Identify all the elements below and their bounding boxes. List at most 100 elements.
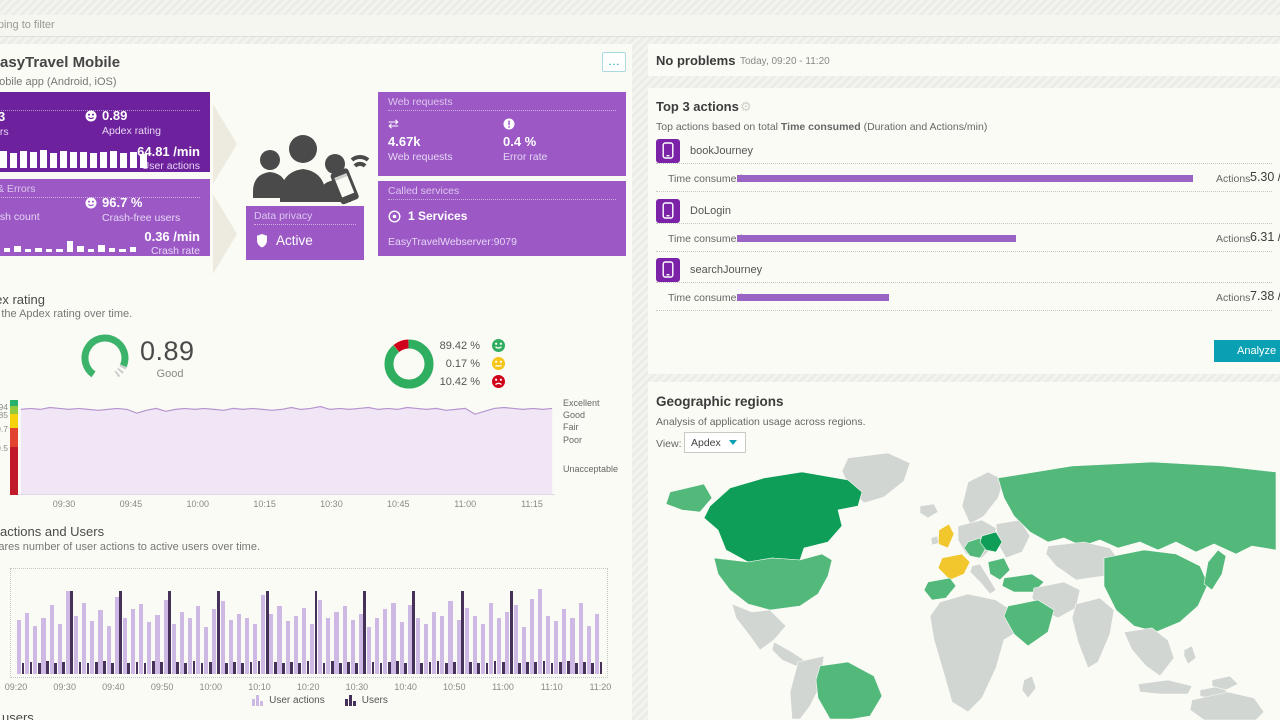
actions-label: Actions: [1216, 292, 1250, 304]
actions-users-chart[interactable]: [10, 568, 608, 678]
apdex-x-tick: 10:00: [186, 499, 209, 509]
top-actions-card: Top 3 actions ⚙ Top actions based on tot…: [648, 88, 1280, 374]
legend-users[interactable]: Users: [345, 695, 388, 706]
active-users-label: users: [0, 126, 9, 138]
actions-label: Actions: [1216, 173, 1250, 185]
crash-free-smiley-icon: [85, 197, 97, 209]
more-options-button[interactable]: …: [602, 52, 626, 72]
error-rate-label: Error rate: [503, 151, 547, 163]
actions-users-x-tick: 11:10: [541, 682, 563, 692]
apdex-value: 0.89: [102, 108, 127, 123]
apdex-x-tick: 11:00: [454, 499, 476, 509]
mobile-users-icon: [240, 132, 372, 206]
services-target-icon: [388, 210, 401, 223]
apdex-zone-label: Good: [563, 410, 585, 420]
happy-face-icon: [492, 339, 505, 352]
top-actions-subtitle: Top actions based on total Time consumed…: [656, 121, 987, 133]
data-privacy-status: Active: [276, 233, 313, 248]
tile-title: Called services: [388, 185, 459, 197]
action-metrics-searchjourney: Time consumed Actions 7.38 /min: [656, 285, 1272, 311]
apdex-x-tick: 10:45: [387, 499, 410, 509]
apdex-x-tick: 10:15: [253, 499, 276, 509]
apdex-x-tick: 10:30: [320, 499, 343, 509]
crash-free-label: Crash-free users: [102, 212, 180, 224]
apdex-zone-label: Unacceptable: [563, 464, 618, 474]
apdex-threshold-band: [10, 400, 18, 495]
actions-users-x-tick: 11:00: [492, 682, 514, 692]
apdex-gauge: [78, 334, 134, 384]
chevron-right-decor: [213, 194, 237, 274]
time-consumed-bar: [737, 235, 1016, 242]
next-section-title-fragment: users: [2, 710, 34, 720]
actions-users-x-tick: 09:30: [53, 682, 76, 692]
apdex-timeline-chart[interactable]: [18, 400, 555, 495]
actions-users-x-tick: 11:20: [589, 682, 611, 692]
web-requests-value: 4.67k: [388, 134, 421, 149]
donut-legend-value: 0.17 %: [418, 358, 480, 370]
crash-rate-sparkline: [0, 238, 148, 252]
world-map[interactable]: [652, 452, 1276, 720]
tile-crashes-errors[interactable]: Crashes & Errors Crash count 96.7 % Cras…: [0, 179, 210, 256]
action-row-searchjourney[interactable]: searchJourney: [656, 257, 1272, 283]
mobile-action-icon: [656, 139, 680, 163]
legend-user-actions[interactable]: User actions: [252, 695, 325, 706]
apdex-zone-label: Excellent: [563, 398, 600, 408]
action-row-bookjourney[interactable]: bookJourney: [656, 138, 1272, 164]
gear-icon[interactable]: ⚙: [740, 99, 752, 115]
mobile-action-icon: [656, 199, 680, 223]
actions-users-x-tick: 09:20: [5, 682, 28, 692]
view-dropdown[interactable]: Apdex: [684, 432, 746, 453]
actions-users-subtitle: Compares number of user actions to activ…: [0, 541, 260, 553]
analyze-performance-button[interactable]: Analyze performance: [1214, 340, 1280, 362]
tile-title: Web requests: [388, 96, 453, 108]
actions-value: 6.31 /min: [1250, 230, 1280, 244]
actions-users-legend: User actions Users: [150, 695, 490, 706]
action-name: bookJourney: [690, 145, 753, 157]
tile-user-experience[interactable]: User experience 3 users 0.89 Apdex ratin…: [0, 92, 210, 172]
apdex-gauge-value: 0.89: [140, 336, 195, 367]
apdex-zone-label: Fair: [563, 422, 579, 432]
time-consumed-label: Time consumed: [668, 292, 742, 304]
actions-value: 7.38 /min: [1250, 289, 1280, 303]
tile-called-services[interactable]: Called services 1 Services EasyTravelWeb…: [378, 181, 626, 256]
mobile-action-icon: [656, 258, 680, 282]
time-consumed-bar: [737, 294, 889, 301]
actions-value: 5.30 /min: [1250, 170, 1280, 184]
actions-users-x-tick: 09:40: [102, 682, 125, 692]
view-label: View:: [656, 438, 682, 450]
actions-users-x-tick: 10:30: [346, 682, 369, 692]
apdex-zone-label: Poor: [563, 435, 582, 445]
action-metrics-bookjourney: Time consumed Actions 5.30 /min: [656, 166, 1272, 192]
web-requests-icon: ⇄: [388, 116, 399, 132]
apdex-gauge-label: Good: [140, 368, 200, 380]
error-rate-value: 0.4 %: [503, 134, 536, 149]
users-bars-icon: [345, 695, 357, 706]
donut-legend-value: 10.42 %: [418, 376, 480, 388]
actions-users-x-tick: 10:50: [443, 682, 466, 692]
apdex-x-tick: 09:45: [120, 499, 143, 509]
apdex-x-tick: 09:30: [53, 499, 76, 509]
problems-card[interactable]: No problems Today, 09:20 - 11:20: [648, 44, 1280, 76]
service-name: EasyTravelWebserver:9079: [388, 236, 517, 248]
web-requests-label: Web requests: [388, 151, 453, 163]
apdex-threshold-tick: 0.5: [0, 443, 8, 453]
geo-subtitle: Analysis of application usage across reg…: [656, 416, 866, 428]
tile-web-requests[interactable]: Web requests ⇄ 4.67k Web requests 0.4 % …: [378, 92, 626, 176]
geographic-regions-card: Geographic regions Analysis of applicati…: [648, 382, 1280, 720]
apdex-x-tick: 11:15: [521, 499, 543, 509]
problems-timeframe: Today, 09:20 - 11:20: [740, 56, 830, 67]
actions-users-x-tick: 10:20: [297, 682, 320, 692]
active-users-value: 3: [0, 109, 5, 124]
page-subtitle: Mobile app (Android, iOS): [0, 76, 117, 88]
apdex-threshold-tick: 0.85: [0, 410, 8, 420]
crash-count-label: Crash count: [0, 211, 40, 223]
neutral-face-icon: [492, 357, 505, 370]
tile-data-privacy[interactable]: Data privacy Active: [246, 206, 364, 260]
problems-title: No problems: [656, 53, 735, 68]
filter-bar[interactable]: Start typing to filter: [0, 15, 1280, 37]
user-actions-bars-icon: [252, 695, 264, 706]
time-consumed-label: Time consumed: [668, 173, 742, 185]
apdex-threshold-tick: 0.7: [0, 424, 8, 434]
action-row-dologin[interactable]: DoLogin: [656, 198, 1272, 224]
actions-label: Actions: [1216, 233, 1250, 245]
